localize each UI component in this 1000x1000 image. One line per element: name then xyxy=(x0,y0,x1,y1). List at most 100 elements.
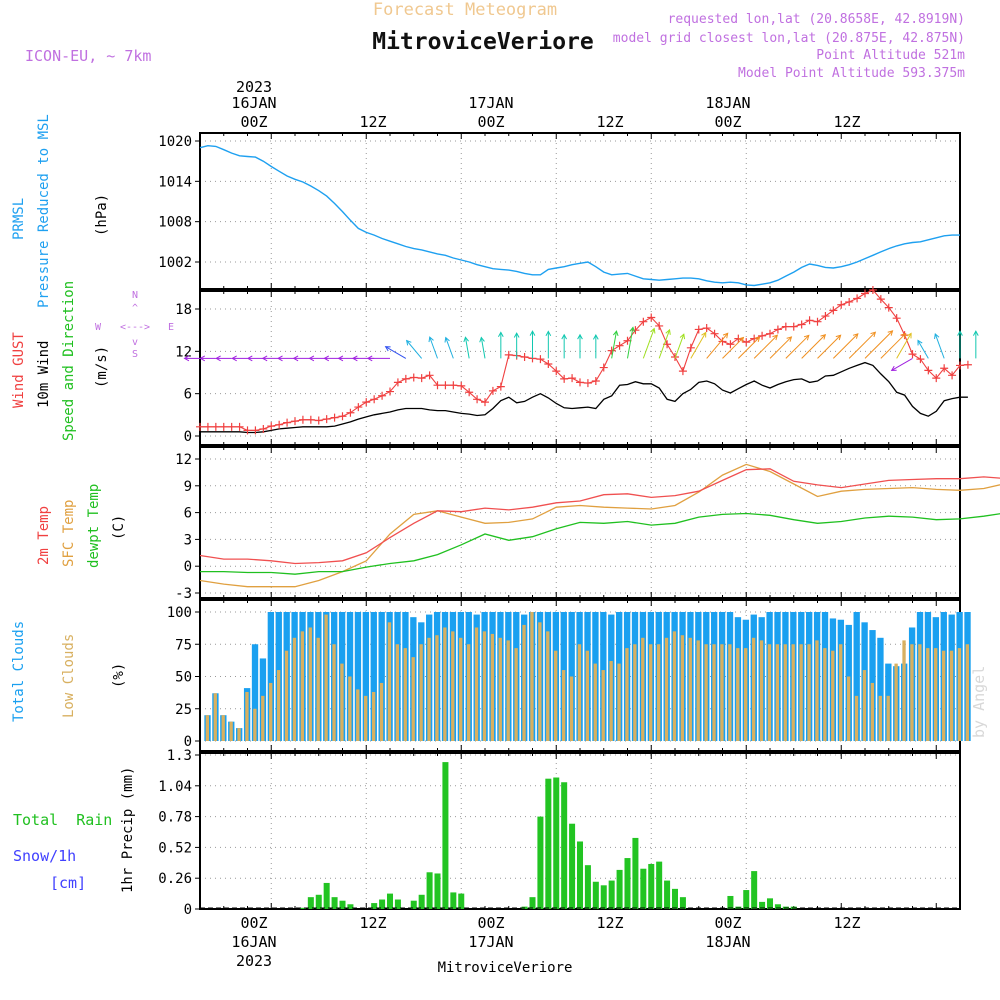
gust-marker xyxy=(354,403,363,412)
wind-arrow-head xyxy=(246,355,253,362)
point-altitude: Point Altitude 521m xyxy=(816,48,965,63)
wind-arrow-head xyxy=(890,365,897,371)
compass-n-arrow: ^ xyxy=(132,303,138,314)
precip-bar xyxy=(616,869,623,909)
cloud-low-bar xyxy=(411,657,415,741)
wind-arrow-icon xyxy=(890,357,913,371)
wind-arrow-shaft xyxy=(848,331,876,359)
wind-arrow-head xyxy=(479,336,485,343)
cloud-low-bar xyxy=(308,627,312,741)
cloud-low-bar xyxy=(435,635,439,741)
precip-bar xyxy=(379,899,386,909)
temp-2m-label: 2m Temp xyxy=(36,506,52,565)
wind-arrow-head xyxy=(292,355,299,362)
panel-0: 1002 1008 1014 1020 xyxy=(158,132,961,290)
wind-arrow-head xyxy=(917,339,923,346)
dewpoint-line xyxy=(200,512,1000,575)
wind-arrow-head xyxy=(337,355,344,362)
wind-arrow-head xyxy=(497,331,504,338)
precip-bar xyxy=(576,841,584,909)
wind-arrow-head xyxy=(701,331,707,338)
precip-bar xyxy=(394,899,401,909)
wind-arrow-head xyxy=(261,355,268,362)
panel-4: 0 0.26 0.52 0.78 1.04 1.3 xyxy=(158,748,961,918)
cloud-low-bar xyxy=(403,648,407,741)
gust-marker xyxy=(940,364,949,373)
gust-line xyxy=(200,289,968,431)
cloud-low-bar xyxy=(799,644,803,741)
gust-marker xyxy=(520,352,529,361)
gust-marker xyxy=(251,426,260,435)
precip-bar xyxy=(426,872,433,909)
wind-arrow-shaft xyxy=(690,332,707,359)
day-label-top: 18JAN xyxy=(705,94,750,112)
cloud-unit: (%) xyxy=(111,663,127,688)
y-tick-label: 0 xyxy=(184,559,192,575)
precip-bar xyxy=(584,865,591,909)
cloud-low-bar xyxy=(878,695,882,741)
gust-marker xyxy=(568,374,577,383)
gust-marker xyxy=(322,415,331,424)
wind-arrow-icon xyxy=(592,333,599,359)
precip-rain-label: Total Rain xyxy=(13,811,112,829)
hour-tick-label: 12Z xyxy=(596,914,623,932)
gust-marker xyxy=(401,374,410,383)
gust-marker xyxy=(283,418,292,427)
wind-arrow-icon xyxy=(513,332,520,359)
gust-marker xyxy=(908,350,917,359)
hour-tick-label: 00Z xyxy=(477,914,504,932)
cloud-low-bar xyxy=(538,622,542,741)
cloud-low-bar xyxy=(340,663,344,741)
precip-bar xyxy=(648,863,655,909)
y-tick-label: 1002 xyxy=(158,255,192,271)
y-tick-label: 1.3 xyxy=(167,748,192,764)
precip-bar xyxy=(434,873,441,909)
gust-marker xyxy=(441,381,450,390)
cloud-low-bar xyxy=(419,644,423,741)
y-tick-label: 0.52 xyxy=(158,840,192,856)
gust-marker xyxy=(457,381,466,390)
wind-arrow-icon xyxy=(545,330,552,359)
wind-arrow-icon xyxy=(497,331,504,359)
wind-arrow-shaft xyxy=(385,346,407,359)
gust-marker xyxy=(409,373,418,382)
wind-arrow-head xyxy=(900,332,907,339)
precip-bar xyxy=(569,823,576,909)
gust-marker xyxy=(758,331,767,340)
cloud-low-bar xyxy=(482,631,487,741)
precip-bar xyxy=(751,871,758,909)
cloud-low-bar xyxy=(284,650,289,741)
cloud-low-bar xyxy=(839,644,843,741)
wind-arrow-head xyxy=(513,332,520,338)
compass-s-arrow: v xyxy=(132,337,138,348)
cloud-total-bar xyxy=(251,644,259,741)
gust-marker xyxy=(726,340,735,349)
cloud-low-bar xyxy=(451,631,455,741)
wind-arrow-shaft xyxy=(891,357,913,371)
wind-arrow-head xyxy=(852,333,859,339)
y-tick-label: 1.04 xyxy=(158,779,192,795)
cloud-low-bar xyxy=(649,644,653,741)
wind-arrow-shaft xyxy=(480,337,486,359)
cloud-low-bar xyxy=(459,637,463,741)
precip-bar xyxy=(766,898,774,909)
gust-marker xyxy=(845,297,854,306)
cloud-low-bar xyxy=(316,637,320,741)
precip-bar xyxy=(545,778,552,909)
hour-tick-label: 12Z xyxy=(596,113,623,131)
gust-marker xyxy=(393,378,402,387)
y-tick-label: 100 xyxy=(167,605,192,621)
cloud-total-bar xyxy=(853,612,860,741)
precip-bar xyxy=(442,762,449,909)
wind-arrow-shaft xyxy=(864,330,893,359)
wind-arrow-head xyxy=(323,355,330,362)
panels-layer: 1002100810141020061218-30369120255075100… xyxy=(158,132,1000,918)
wind-arrow-head xyxy=(786,336,793,342)
cloud-low-bar xyxy=(554,650,558,741)
wind-arrow-head xyxy=(384,346,391,352)
panel-frame xyxy=(199,446,961,599)
gust-marker xyxy=(227,422,236,431)
precip-unit: 1hr Precip (mm) xyxy=(120,767,136,893)
hour-tick-label: 12Z xyxy=(833,914,860,932)
